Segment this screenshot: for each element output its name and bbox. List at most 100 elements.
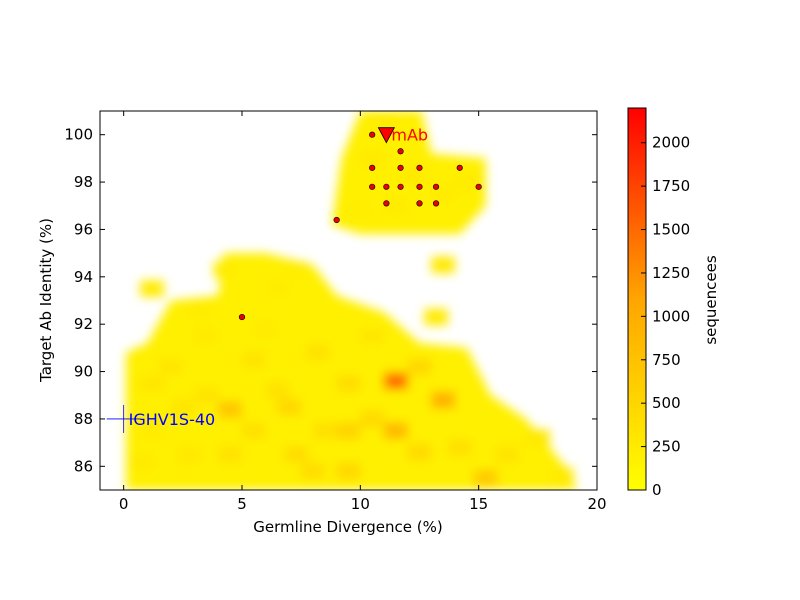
heat-cell: [305, 344, 330, 361]
heat-cell: [265, 280, 290, 297]
heat-cell: [187, 301, 212, 319]
heat-cell: [159, 358, 183, 376]
y-tick-label: 100: [64, 126, 93, 144]
heat-cell: [130, 453, 155, 470]
heat-cell: [336, 462, 361, 480]
heat-cell: [284, 446, 309, 463]
heat-cell: [360, 150, 384, 167]
colorbar-tick-label: 0: [652, 481, 662, 499]
heat-cell: [218, 446, 242, 463]
heat-cell: [407, 443, 432, 461]
annotation-label: mAb: [391, 126, 428, 145]
data-point: [416, 183, 423, 190]
heat-cell: [407, 358, 432, 376]
heat-cell: [178, 446, 202, 463]
x-tick-label: 20: [587, 495, 606, 513]
x-tick-label: 15: [469, 495, 488, 513]
heat-cell: [431, 391, 455, 409]
heat-cell: [265, 382, 290, 399]
data-point: [416, 164, 423, 171]
data-point: [432, 200, 440, 207]
heatmap-layer: [126, 111, 579, 490]
heat-cell: [400, 166, 425, 184]
heat-cell: [384, 197, 408, 215]
data-point: [333, 216, 340, 224]
data-point: [397, 183, 404, 190]
y-tick-label: 86: [74, 457, 93, 475]
colorbar-tick-label: 1750: [652, 177, 690, 195]
heat-cell: [431, 256, 455, 274]
heat-cell: [348, 202, 373, 219]
heat-cell: [140, 280, 164, 297]
colorbar-tick-label: 750: [652, 351, 681, 369]
colorbar-tick-label: 1500: [652, 221, 690, 239]
data-point: [383, 200, 390, 207]
heat-cell: [360, 327, 384, 345]
heat-cell: [213, 261, 238, 278]
colorbar-label: sequencees: [702, 255, 720, 345]
data-point: [369, 183, 376, 190]
heat-cell: [372, 114, 396, 132]
heat-cell: [447, 439, 472, 456]
heat-cell: [431, 185, 455, 203]
heat-cell: [526, 429, 550, 447]
colorbar: 0 250 500 750 1000 1250 1500 1750 2000 sequencee…: [627, 107, 720, 499]
data-point: [397, 148, 404, 155]
heat-cell: [242, 351, 266, 369]
colorbar-tick-label: 1000: [652, 307, 690, 325]
heat-cell: [455, 173, 479, 191]
annotations-layer: mAb IGHV1S-40: [106, 126, 428, 433]
colorbar-ticks: 0 250 500 750 1000 1250 1500 1750 2000: [641, 134, 690, 499]
heat-cell: [242, 422, 266, 440]
y-axis-label: Target Ab Identity (%): [37, 218, 55, 383]
x-tick-label: 10: [351, 495, 370, 513]
data-point: [456, 164, 463, 171]
heat-cell: [336, 422, 361, 440]
annotation-label: IGHV1S-40: [129, 410, 216, 429]
heat-cell: [171, 398, 195, 416]
y-tick-label: 94: [74, 268, 93, 286]
y-tick-label: 96: [74, 220, 93, 238]
data-point: [383, 183, 390, 190]
mab-marker: [377, 127, 396, 144]
heat-cell: [313, 422, 337, 440]
heat-cell: [253, 320, 278, 338]
data-point: [416, 200, 423, 207]
x-axis: 0 5 10 15 20: [119, 111, 607, 513]
x-tick-label: 0: [119, 495, 129, 513]
heat-cell: [473, 469, 498, 487]
y-tick-label: 98: [74, 173, 93, 191]
heat-cell: [277, 398, 302, 416]
colorbar-tick-label: 250: [652, 438, 681, 456]
y-tick-label: 90: [74, 363, 93, 381]
heat-cell: [495, 446, 519, 463]
heat-cell: [140, 422, 164, 440]
data-point: [432, 183, 440, 190]
plot-frame: [99, 110, 598, 491]
heat-cell: [301, 462, 325, 480]
heat-cell: [336, 375, 361, 392]
colorbar-tick-label: 1250: [652, 264, 690, 282]
data-point: [369, 164, 376, 171]
y-tick-label: 92: [74, 315, 93, 333]
heat-cell: [549, 467, 574, 485]
x-tick-label: 5: [237, 495, 247, 513]
heat-cell: [218, 401, 242, 418]
data-point: [369, 131, 376, 138]
y-tick-label: 88: [74, 410, 93, 428]
colorbar-gradient: [627, 107, 647, 491]
heat-cell: [194, 327, 219, 345]
colorbar-tick-label: 500: [652, 394, 681, 412]
colorbar-tick-label: 2000: [652, 134, 690, 152]
data-point: [238, 313, 246, 321]
points-layer: [238, 131, 482, 321]
heat-cell: [194, 386, 219, 404]
x-axis-label: Germline Divergence (%): [253, 518, 442, 536]
heat-cell: [140, 375, 164, 392]
data-point: [397, 164, 404, 171]
y-axis: 86 88 90 92 94 96 98 100: [64, 126, 597, 475]
data-point: [475, 183, 482, 190]
heat-cell: [360, 410, 384, 428]
